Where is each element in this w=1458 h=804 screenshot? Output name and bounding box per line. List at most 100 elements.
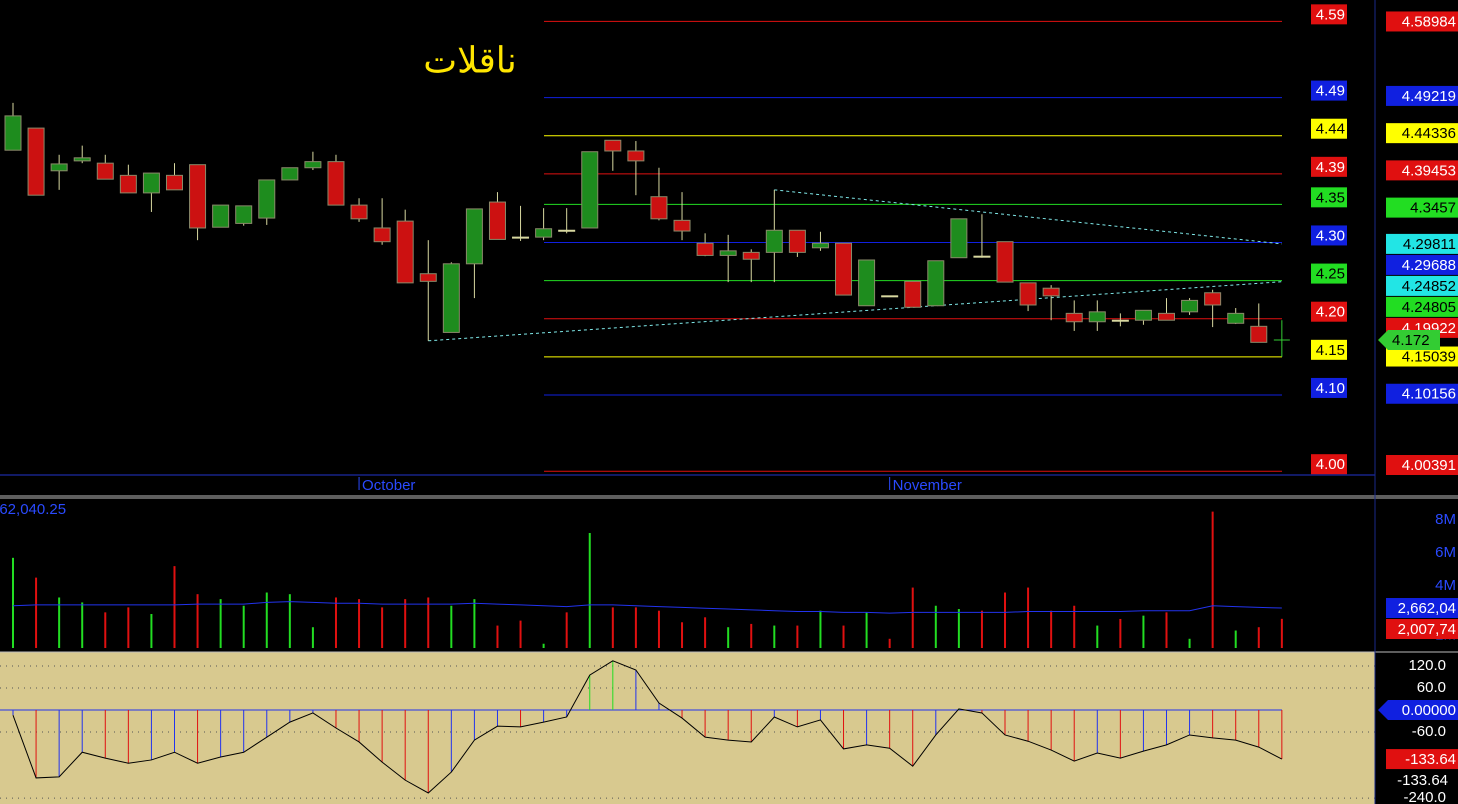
price-marker-box [1386, 233, 1458, 254]
price-marker: 4.44336 [1402, 125, 1456, 142]
candle-body [165, 174, 183, 191]
oscillator-marker-box [1386, 749, 1458, 770]
price-marker-box [1386, 123, 1458, 144]
candle-body [235, 205, 253, 224]
candle-body [742, 251, 760, 260]
oscillator-marker: -133.64 [1405, 751, 1456, 768]
price-marker: 4.3457 [1410, 200, 1456, 217]
candle-body [904, 280, 922, 308]
level-label-box [1311, 4, 1347, 25]
level-label-box [1311, 339, 1347, 360]
level-label-box [1311, 454, 1347, 475]
candle-body [396, 220, 414, 284]
price-marker: 4.15039 [1402, 348, 1456, 365]
candle-body [419, 273, 437, 282]
level-label: 4.30 [1316, 227, 1345, 244]
candle-body [996, 241, 1014, 283]
level-label-box [1311, 156, 1347, 177]
candle-body [142, 172, 160, 194]
candle-body [488, 201, 506, 240]
candle-body [1019, 282, 1037, 306]
level-label: 4.59 [1316, 6, 1345, 23]
price-marker: 4.24852 [1402, 278, 1456, 295]
candle-body [258, 179, 276, 219]
candle-body [73, 157, 91, 162]
price-marker: 4.29811 [1403, 236, 1456, 253]
price-marker: 4.24805 [1402, 299, 1456, 316]
y-tick-label: -240.0 [1403, 789, 1446, 804]
candle-body [581, 151, 599, 229]
candle-body [50, 163, 68, 172]
candle-body [558, 229, 576, 232]
volume-average [12, 601, 1282, 614]
candle-body [650, 196, 668, 220]
price-marker-box [1386, 383, 1458, 404]
candle-body [858, 259, 876, 307]
level-label: 4.00 [1316, 456, 1345, 473]
candle-body [1111, 319, 1129, 322]
candle-body [281, 167, 299, 181]
chart-title: ناقلات [423, 40, 517, 81]
level-label: 4.15 [1316, 342, 1345, 359]
candle-body [1250, 325, 1268, 343]
price-marker-box [1386, 85, 1458, 106]
candle-body [189, 164, 207, 229]
candle-body [1134, 309, 1152, 321]
candle-body [881, 295, 899, 298]
level-label-box [1311, 187, 1347, 208]
candle-body [442, 263, 460, 333]
level-label: 4.35 [1316, 189, 1345, 206]
level-label: 4.20 [1316, 304, 1345, 321]
price-marker-box [1386, 11, 1458, 32]
y-tick-label: 8M [1435, 511, 1456, 528]
level-label-box [1311, 80, 1347, 101]
price-marker: 4.29688 [1402, 257, 1456, 274]
candle-body [1204, 292, 1222, 306]
price-marker-box [1386, 197, 1458, 218]
trendline [428, 281, 1282, 342]
oscillator-last-box [1386, 770, 1458, 791]
candle-body [927, 260, 945, 307]
candle-body [4, 115, 22, 151]
volume-marker-box [1386, 598, 1458, 619]
price-marker: 4.10156 [1402, 386, 1456, 403]
volume-readout: 662,040.25 [0, 501, 66, 518]
oscillator-marker-box [1378, 700, 1458, 721]
level-label-box [1311, 225, 1347, 246]
volume-marker: 2,662,04 [1398, 600, 1456, 617]
level-label: 4.25 [1316, 266, 1345, 283]
level-label: 4.49 [1316, 83, 1345, 100]
candle-body [350, 204, 368, 220]
price-marker: 4.58984 [1402, 13, 1456, 30]
x-tick-label: November [893, 477, 962, 494]
x-tick-label: October [362, 477, 415, 494]
level-label: 4.10 [1316, 380, 1345, 397]
oscillator-last: -133.64 [1397, 772, 1448, 789]
candle-body [696, 242, 714, 256]
candle-body [1065, 312, 1083, 323]
volume-marker-box [1386, 619, 1458, 640]
candle-body [1042, 287, 1060, 297]
level-label-box [1311, 377, 1347, 398]
level-label: 4.39 [1316, 159, 1345, 176]
candle-body [373, 227, 391, 243]
candle-body [765, 229, 783, 253]
candle-body [673, 219, 691, 232]
candle-body [465, 208, 483, 265]
y-tick-label: 4M [1435, 577, 1456, 594]
oscillator-marker: 0.00000 [1402, 702, 1456, 719]
candle-body [788, 229, 806, 253]
candle-body [1227, 312, 1245, 324]
level-label: 4.44 [1316, 121, 1345, 138]
price-marker-box [1386, 296, 1458, 317]
y-tick-label: 60.0 [1417, 679, 1446, 696]
candle-body [119, 174, 137, 194]
trendline [774, 189, 1282, 245]
price-marker-box [1386, 160, 1458, 181]
candle-body [96, 162, 114, 180]
candle-body [1088, 311, 1106, 323]
candle-body [950, 218, 968, 259]
candle-body [212, 204, 230, 228]
candle-body [27, 127, 45, 196]
